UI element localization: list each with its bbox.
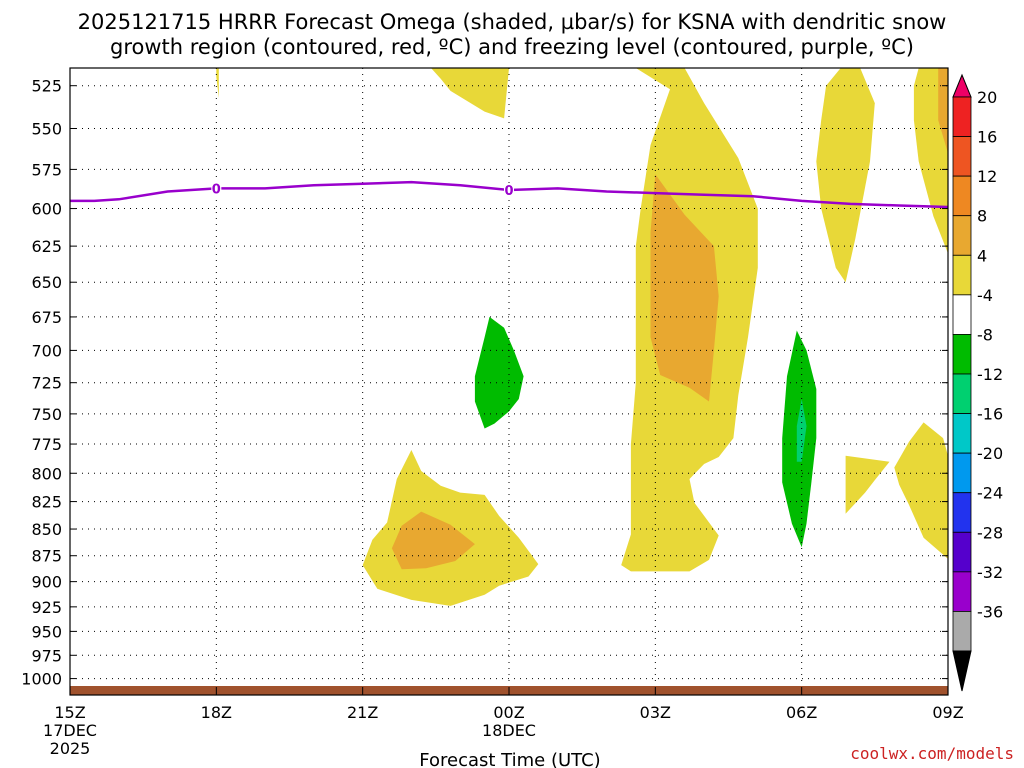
y-tick-label-600: 600 <box>31 200 62 219</box>
chart-title-line-1: 2025121715 HRRR Forecast Omega (shaded, … <box>77 10 947 34</box>
freezing-level-label-bg <box>504 182 514 197</box>
colorbar-bottom-arrow <box>952 650 972 692</box>
y-axis: 525 550 575 600 625 650 675 700 725 750 775 800 825 8… <box>21 77 948 689</box>
y-tick-label-700: 700 <box>31 341 62 360</box>
colorbar-segment-6 <box>952 334 972 375</box>
colorbar-segment-13 <box>952 611 972 652</box>
colorbar-segment-5 <box>952 294 972 335</box>
y-tick-label-900: 900 <box>31 573 62 592</box>
gridlines <box>70 68 948 695</box>
colorbar-segment-4 <box>952 254 972 296</box>
chart-title-line-2: growth region (contoured, red, ºC) and f… <box>110 35 914 59</box>
y-tick-label-775: 775 <box>31 435 62 454</box>
freezing-level-label-bg <box>211 181 222 196</box>
x-tick-label-03Z: 03Z <box>640 703 671 722</box>
x-tick-label-21Z: 21Z <box>347 703 378 722</box>
omega-region-5 <box>816 68 875 283</box>
y-tick-label-575: 575 <box>31 160 62 179</box>
y-tick-label-675: 675 <box>31 308 62 327</box>
colorbar-segment-8 <box>952 413 972 454</box>
colorbar-label-2: 12 <box>977 167 997 186</box>
site-credit: coolwx.com/models <box>850 744 1014 763</box>
y-tick-label-975: 975 <box>31 646 62 665</box>
colorbar-label-6: -8 <box>977 325 993 344</box>
colorbar-label-3: 8 <box>977 207 987 226</box>
x-tick-label-15Z: 15Z <box>54 703 85 722</box>
colorbar: 20 16 12 8 4 -4 -8 -12 -16 -20 -24 -28 -32 -36 <box>952 73 1003 692</box>
freezing-level-line <box>70 180 948 209</box>
x-tick-label-18Z: 18Z <box>201 703 232 722</box>
colorbar-label-12: -32 <box>977 563 1003 582</box>
colorbar-label-5: -4 <box>977 286 993 305</box>
x-axis-label: Forecast Time (UTC) <box>419 750 600 768</box>
colorbar-segment-2 <box>952 175 972 217</box>
omega-shading-layer <box>216 68 948 606</box>
colorbar-label-13: -36 <box>977 602 1003 621</box>
colorbar-label-11: -28 <box>977 523 1003 542</box>
y-tick-label-800: 800 <box>31 464 62 483</box>
colorbar-segment-10 <box>952 492 972 533</box>
colorbar-label-1: 16 <box>977 128 997 147</box>
colorbar-segment-1 <box>952 136 972 177</box>
omega-region-11 <box>474 316 524 429</box>
colorbar-label-8: -16 <box>977 405 1003 424</box>
x-tick-year-15Z: 2025 <box>50 739 91 758</box>
y-tick-label-825: 825 <box>31 493 62 512</box>
y-tick-label-1000: 1000 <box>21 670 62 689</box>
y-tick-label-725: 725 <box>31 374 62 393</box>
colorbar-label-0: 20 <box>977 88 997 107</box>
x-tick-label-00Z: 00Z <box>493 703 524 722</box>
y-tick-label-950: 950 <box>31 622 62 641</box>
colorbar-label-9: -20 <box>977 444 1003 463</box>
omega-region-13 <box>796 399 807 462</box>
colorbar-label-10: -24 <box>977 484 1003 503</box>
freezing-level-label: 0 <box>504 184 513 199</box>
y-tick-label-750: 750 <box>31 405 62 424</box>
colorbar-segment-3 <box>952 215 972 256</box>
y-tick-label-625: 625 <box>31 237 62 256</box>
y-tick-label-650: 650 <box>31 273 62 292</box>
omega-region-2 <box>650 174 719 402</box>
y-tick-label-550: 550 <box>31 119 62 138</box>
x-tick-date-15Z: 17DEC <box>43 721 97 740</box>
y-tick-label-525: 525 <box>31 77 62 96</box>
colorbar-segment-12 <box>952 571 972 612</box>
y-tick-label-850: 850 <box>31 520 62 539</box>
omega-region-0 <box>431 68 509 119</box>
omega-region-9 <box>894 422 948 559</box>
colorbar-top-arrow <box>952 73 972 98</box>
x-tick-label-06Z: 06Z <box>786 703 817 722</box>
omega-region-8 <box>845 455 890 514</box>
colorbar-label-7: -12 <box>977 365 1003 384</box>
colorbar-segment-11 <box>952 531 972 573</box>
colorbar-label-4: 4 <box>977 246 987 265</box>
omega-region-4 <box>391 511 475 570</box>
y-tick-label-925: 925 <box>31 598 62 617</box>
y-tick-label-875: 875 <box>31 547 62 566</box>
colorbar-segment-9 <box>952 452 972 494</box>
colorbar-segment-7 <box>952 373 972 414</box>
freezing-level-label: 0 <box>212 182 221 197</box>
omega-region-10 <box>216 68 219 98</box>
x-tick-label-09Z: 09Z <box>932 703 963 722</box>
omega-region-7 <box>938 68 948 154</box>
x-tick-date-00Z: 18DEC <box>482 721 536 740</box>
colorbar-segment-0 <box>952 96 972 137</box>
